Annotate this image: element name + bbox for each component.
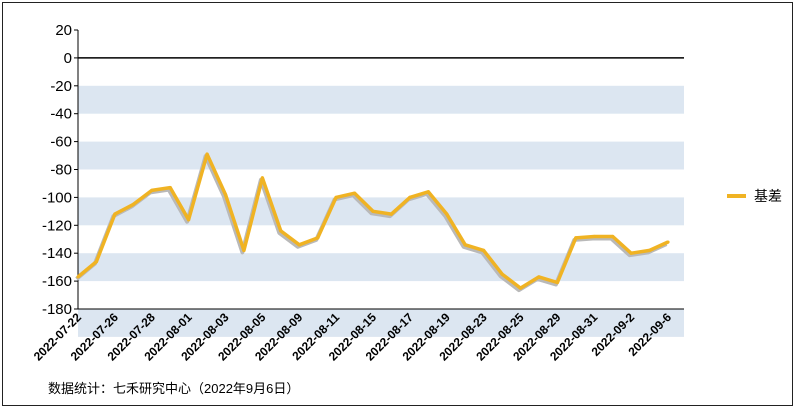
y-tick-label: -120: [42, 217, 72, 234]
data-point: [482, 248, 486, 253]
y-tick-label: 0: [64, 50, 72, 67]
data-point: [371, 209, 375, 213]
data-point: [555, 280, 559, 285]
data-point: [611, 234, 615, 239]
data-point: [592, 234, 596, 239]
data-point: [408, 195, 412, 199]
data-point: [629, 251, 633, 255]
data-point: [463, 243, 467, 247]
data-point: [389, 212, 394, 216]
data-point: [352, 191, 357, 195]
grid-band: [78, 309, 684, 337]
legend: 基差: [727, 188, 782, 204]
data-point: [518, 286, 523, 290]
y-tick-label: -160: [42, 273, 72, 290]
data-point: [260, 176, 264, 180]
grid-band: [78, 141, 684, 170]
y-tick-label: -100: [42, 189, 72, 206]
y-tick-label: -40: [50, 106, 72, 123]
data-point: [574, 236, 578, 240]
data-point: [94, 259, 99, 264]
data-point: [297, 243, 301, 247]
series-group: [75, 152, 670, 293]
data-point: [187, 218, 191, 222]
source-note: 数据统计：七禾研究中心（2022年9月6日）: [48, 381, 299, 396]
y-tick-label: -140: [42, 245, 72, 262]
data-point: [113, 212, 117, 216]
y-tick-label: -20: [50, 78, 72, 95]
data-point: [537, 275, 541, 279]
data-point: [150, 188, 154, 193]
y-tick-label: -80: [50, 162, 72, 179]
y-tick-label: -180: [42, 301, 72, 318]
data-point: [242, 248, 246, 253]
data-point: [76, 275, 80, 279]
data-point: [279, 229, 283, 233]
data-point: [131, 202, 135, 206]
data-point: [445, 212, 449, 216]
data-point: [223, 193, 228, 197]
data-point: [205, 152, 209, 156]
y-tick-label: 20: [55, 22, 72, 39]
data-point: [666, 240, 670, 244]
grid-bands: [78, 85, 684, 337]
grid-band: [78, 253, 684, 282]
data-point: [647, 248, 652, 253]
grid-band: [78, 85, 684, 114]
legend-label: 基差: [754, 188, 782, 204]
y-tick-label: -60: [50, 134, 72, 151]
y-axis: 20 0 -20 -40 -60 -80 -100 -120 -140 -160 -180: [42, 22, 684, 318]
data-point: [316, 236, 320, 240]
data-point: [426, 190, 430, 194]
data-point: [168, 186, 172, 190]
data-point: [500, 272, 504, 276]
data-point: [334, 195, 338, 199]
